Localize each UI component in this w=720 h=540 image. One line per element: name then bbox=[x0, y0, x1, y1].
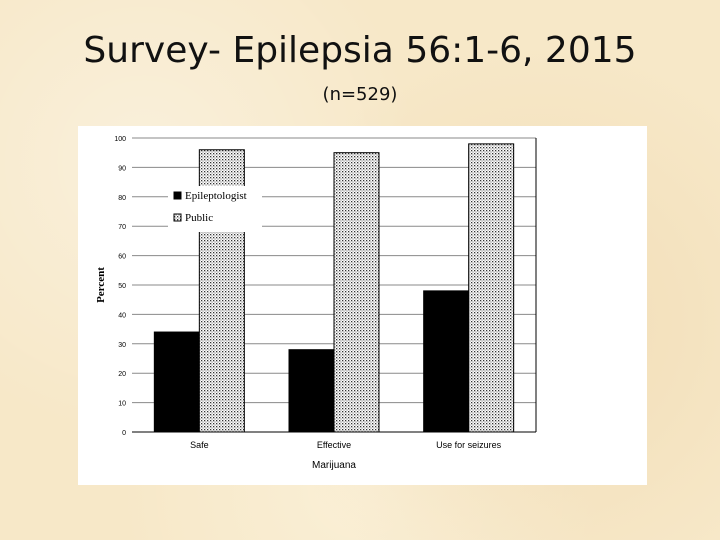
bar bbox=[153, 331, 200, 433]
legend-swatch bbox=[173, 191, 182, 200]
y-tick-labels: 0 10 20 30 40 50 60 70 80 90 100 bbox=[114, 136, 126, 437]
y-tick-label: 0 bbox=[122, 430, 126, 437]
y-tick-label: 40 bbox=[118, 312, 126, 319]
y-tick-label: 90 bbox=[118, 165, 126, 172]
y-tick-label: 30 bbox=[118, 342, 126, 349]
legend: Epileptologist Public bbox=[168, 186, 262, 232]
legend-swatch bbox=[173, 213, 182, 222]
legend-label: Epileptologist bbox=[185, 190, 247, 202]
y-tick-label: 60 bbox=[118, 254, 126, 261]
x-tick-labels: Safe Effective Use for seizures bbox=[190, 440, 502, 450]
y-axis-label: Percent bbox=[95, 267, 107, 303]
y-tick-label: 20 bbox=[118, 371, 126, 378]
slide-subtitle: (n=529) bbox=[322, 84, 398, 105]
bar bbox=[468, 143, 515, 433]
legend-label: Public bbox=[185, 212, 213, 224]
slide-title: Survey- Epilepsia 56:1-6, 2015 bbox=[83, 30, 637, 71]
x-tick-label: Safe bbox=[190, 440, 209, 450]
legend-background bbox=[168, 186, 262, 232]
chart-image: 0 10 20 30 40 50 60 70 80 90 100 Safe Effective Use … bbox=[78, 126, 647, 485]
y-tick-label: 10 bbox=[118, 401, 126, 408]
x-axis-label: Marijuana bbox=[312, 460, 356, 471]
bar bbox=[423, 290, 470, 433]
x-tick-label: Effective bbox=[317, 440, 351, 450]
y-tick-label: 100 bbox=[114, 136, 126, 143]
y-tick-label: 80 bbox=[118, 195, 126, 202]
bar-chart: 0 10 20 30 40 50 60 70 80 90 100 Safe Effective Use … bbox=[95, 136, 537, 471]
y-tick-label: 70 bbox=[118, 224, 126, 231]
bar bbox=[333, 152, 380, 433]
bar bbox=[288, 349, 335, 433]
y-tick-label: 50 bbox=[118, 283, 126, 290]
x-tick-label: Use for seizures bbox=[436, 440, 502, 450]
